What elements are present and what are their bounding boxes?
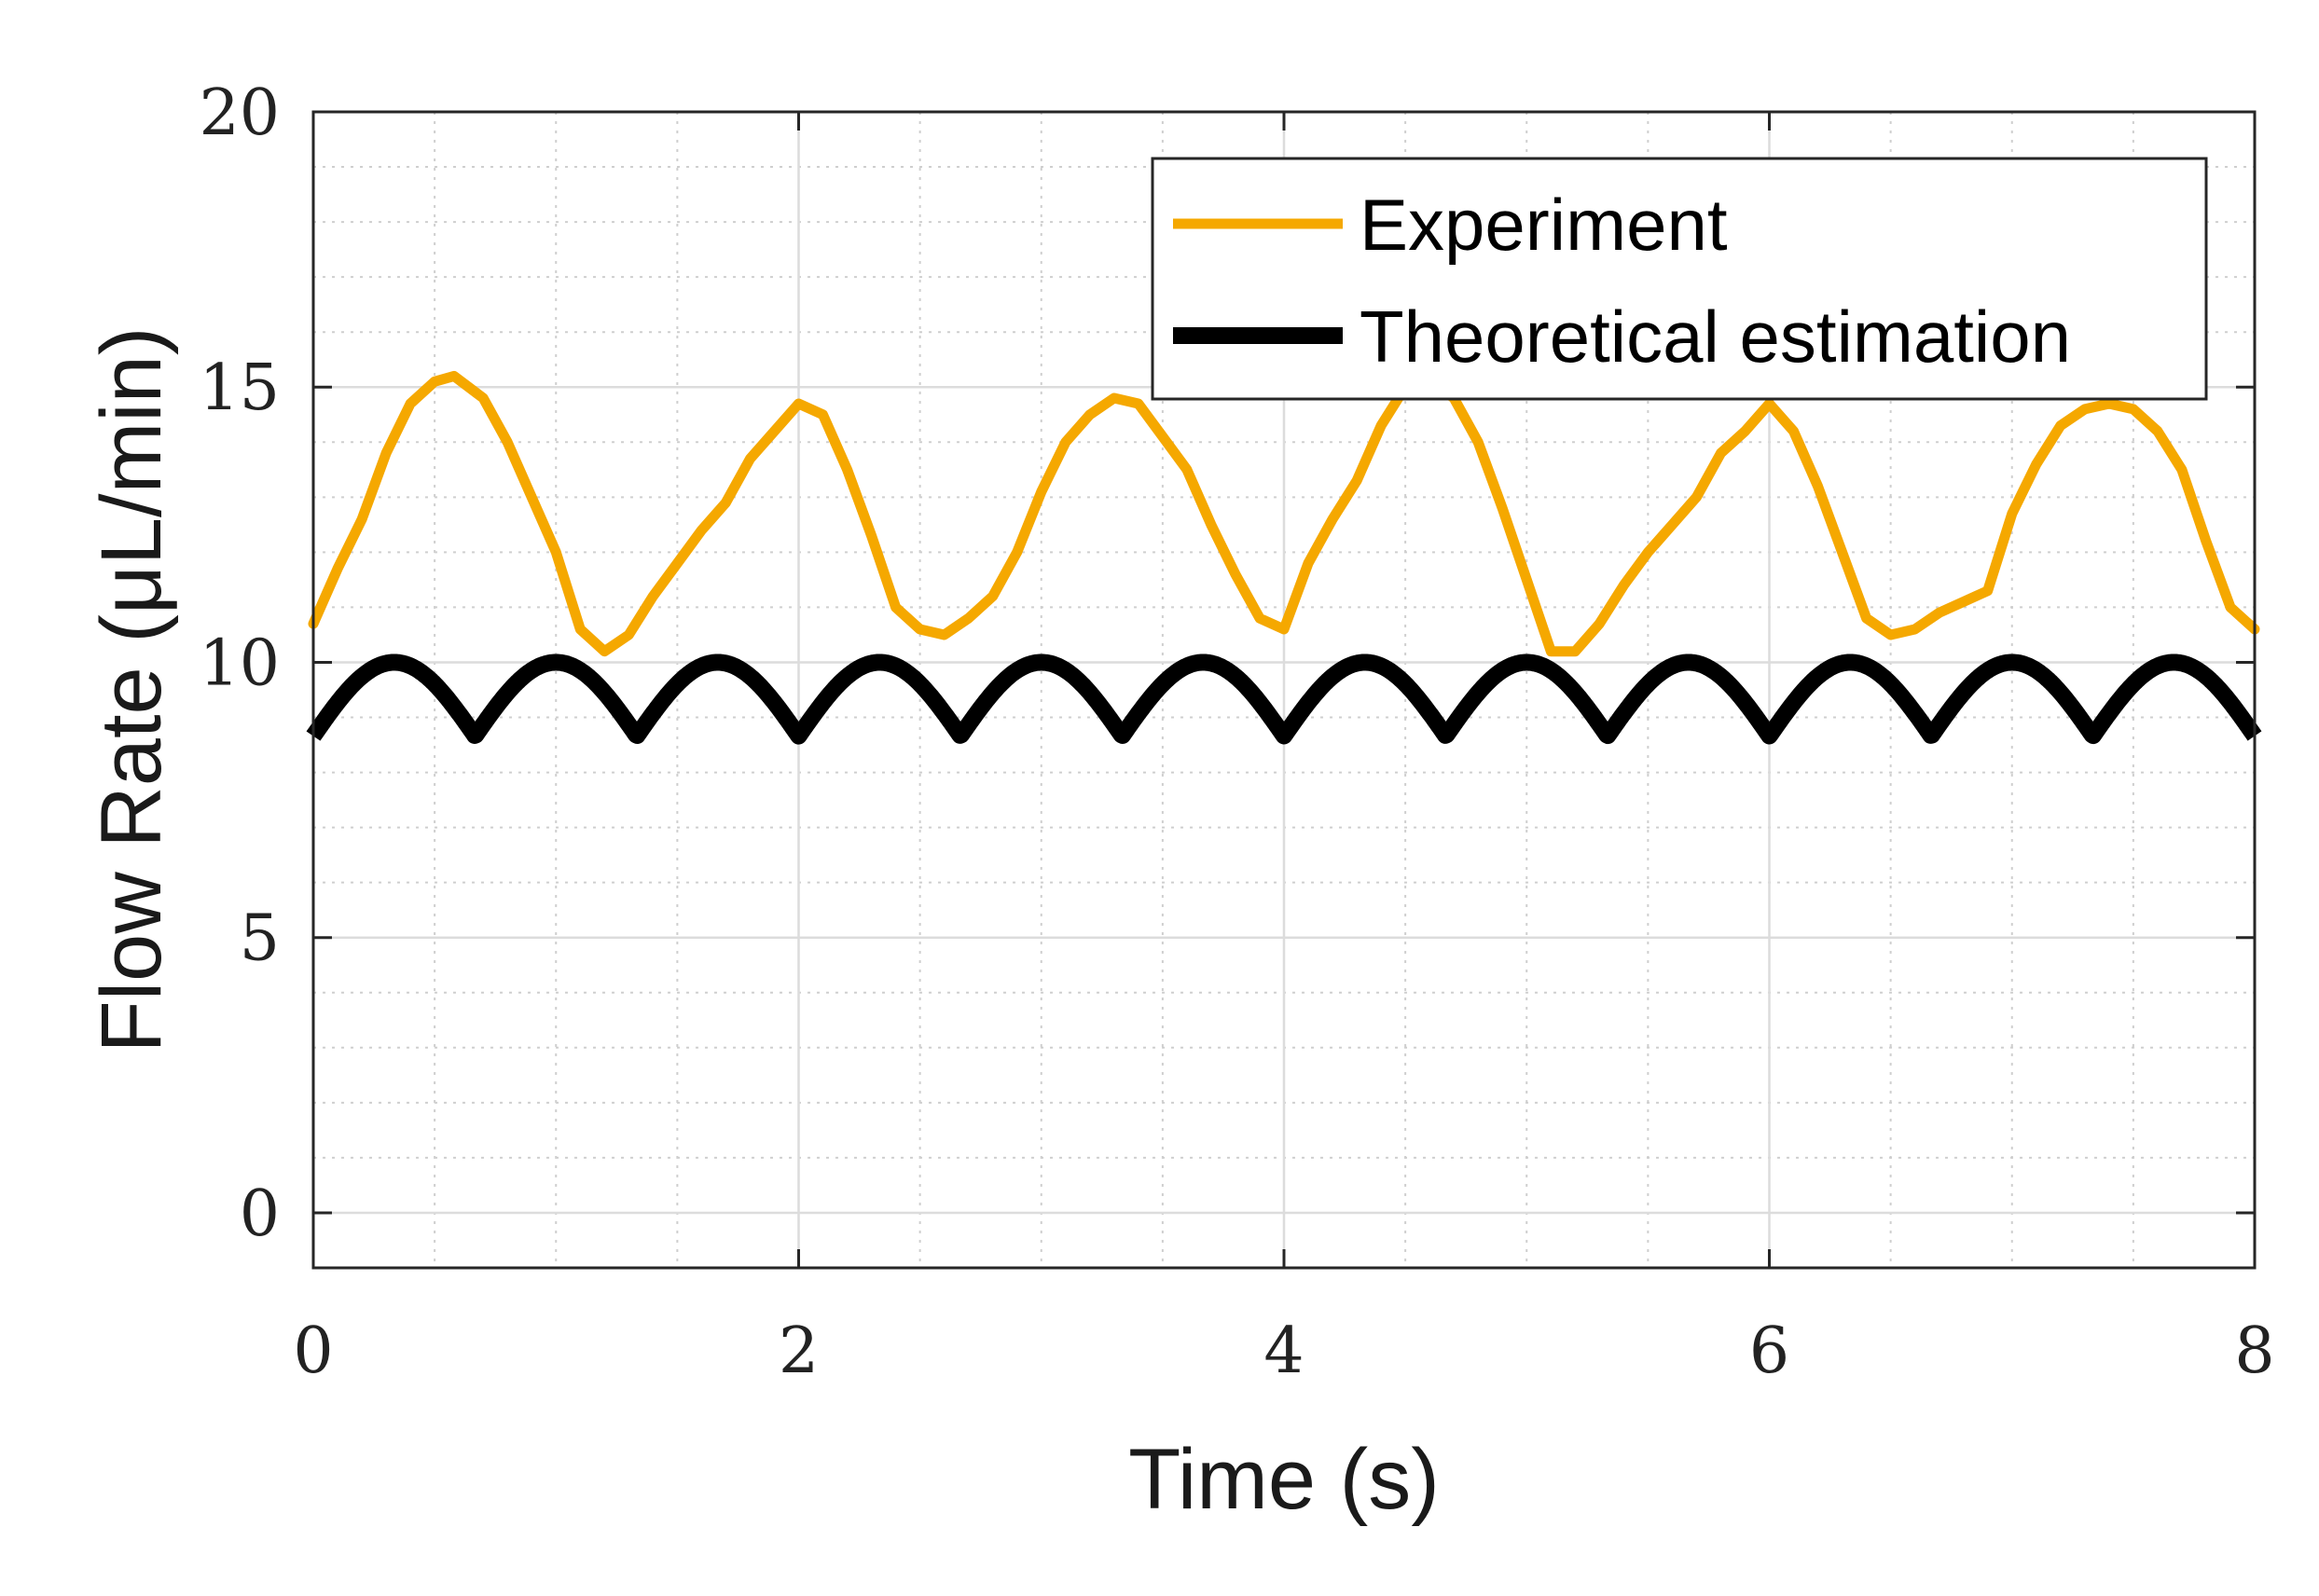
x-axis-title: Time (s) <box>1128 1432 1440 1527</box>
series-layer <box>306 370 2262 745</box>
series-line-theoretical <box>306 654 2262 745</box>
x-tick-label: 6 <box>1749 1314 1789 1388</box>
y-tick-label: 10 <box>199 626 280 700</box>
x-tick-label: 0 <box>293 1314 333 1388</box>
y-tick-label: 15 <box>199 351 280 425</box>
x-tick-label: 2 <box>779 1314 819 1388</box>
y-tick-label: 5 <box>240 902 280 976</box>
x-axis-ticks: 0 2 4 6 8 <box>293 112 2275 1388</box>
y-axis-ticks: 0 5 10 15 20 <box>199 76 2255 1251</box>
y-axis-title: Flow Rate (μL/min) <box>84 327 179 1053</box>
legend: Experiment Theoretical estimation <box>1151 157 2208 401</box>
legend-label-theoretical: Theoretical estimation <box>1360 296 2071 378</box>
legend-label-experiment: Experiment <box>1360 184 1728 266</box>
legend-box <box>1151 157 2208 401</box>
y-tick-label: 0 <box>240 1177 280 1251</box>
series-line-experiment <box>308 370 2260 657</box>
y-tick-label: 20 <box>199 76 280 150</box>
x-tick-label: 8 <box>2234 1314 2274 1388</box>
x-tick-label: 4 <box>1263 1314 1304 1388</box>
